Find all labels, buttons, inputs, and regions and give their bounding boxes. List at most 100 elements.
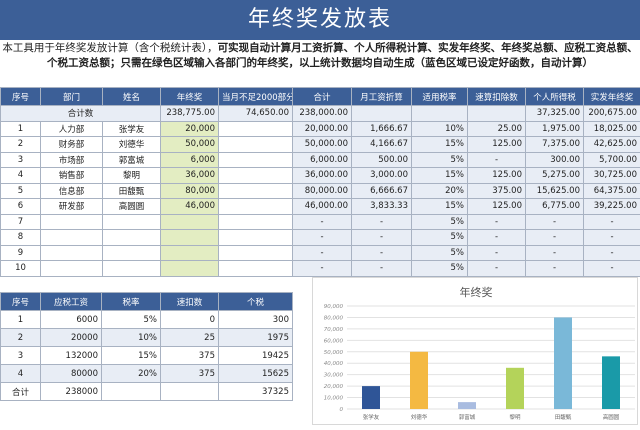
total-shortfall: 74,650.00 bbox=[219, 106, 293, 122]
table-cell bbox=[103, 245, 161, 261]
empty-cell bbox=[102, 383, 161, 401]
table-cell: 125.00 bbox=[468, 199, 526, 215]
empty-cell bbox=[161, 383, 219, 401]
table-cell: 1,975.00 bbox=[526, 121, 584, 137]
table-cell: 375 bbox=[161, 365, 219, 383]
table-cell: 研发部 bbox=[41, 199, 103, 215]
table-cell: 张学友 bbox=[103, 121, 161, 137]
table-cell bbox=[219, 199, 293, 215]
table-cell bbox=[219, 168, 293, 184]
table-cell: - bbox=[584, 261, 640, 277]
table-cell bbox=[103, 214, 161, 230]
page-title: 年终奖发放表 bbox=[0, 0, 640, 40]
table-cell bbox=[103, 261, 161, 277]
table-cell: 18,025.00 bbox=[584, 121, 640, 137]
table-cell: 8 bbox=[1, 230, 41, 246]
table-cell: 3 bbox=[1, 347, 41, 365]
bonus-input[interactable]: 50,000 bbox=[161, 137, 219, 153]
table-cell: 300.00 bbox=[526, 152, 584, 168]
x-tick-label: 刘德华 bbox=[411, 413, 428, 421]
y-tick-label: 40,000 bbox=[324, 361, 344, 367]
total-label: 合计数 bbox=[1, 106, 161, 122]
table-row: 10--5%--- bbox=[1, 261, 640, 277]
bonus-input[interactable]: 20,000 bbox=[161, 121, 219, 137]
bar bbox=[506, 368, 524, 409]
total-cell: 合计 bbox=[1, 383, 41, 401]
table-cell: 64,375.00 bbox=[584, 183, 640, 199]
table-cell: 刘德华 bbox=[103, 137, 161, 153]
bonus-input[interactable]: 46,000 bbox=[161, 199, 219, 215]
table-cell: 25 bbox=[161, 329, 219, 347]
table-cell: 1 bbox=[1, 311, 41, 329]
table-cell: 市场部 bbox=[41, 152, 103, 168]
table-cell: 125.00 bbox=[468, 137, 526, 153]
table-cell bbox=[219, 137, 293, 153]
bar bbox=[410, 352, 428, 409]
table-cell: 6000 bbox=[41, 311, 102, 329]
table-cell: 6,775.00 bbox=[526, 199, 584, 215]
column-header: 月工资折算 bbox=[352, 88, 412, 106]
bonus-input[interactable] bbox=[161, 261, 219, 277]
table-cell: - bbox=[352, 261, 412, 277]
table-cell: 5% bbox=[412, 214, 468, 230]
empty-cell bbox=[352, 106, 412, 122]
table-cell: - bbox=[352, 214, 412, 230]
table-cell: 25.00 bbox=[468, 121, 526, 137]
table-cell: 郭富城 bbox=[103, 152, 161, 168]
table-cell: - bbox=[352, 245, 412, 261]
total-sum: 238,000.00 bbox=[293, 106, 352, 122]
y-tick-label: 90,000 bbox=[324, 304, 344, 310]
total-cell: 238000 bbox=[41, 383, 102, 401]
y-tick-label: 10,000 bbox=[324, 396, 344, 402]
table-cell bbox=[219, 230, 293, 246]
bonus-input[interactable] bbox=[161, 230, 219, 246]
bonus-input[interactable] bbox=[161, 214, 219, 230]
description-normal: 本工具用于年终奖发放计算（含个税统计表）， bbox=[2, 42, 217, 54]
table-cell: 财务部 bbox=[41, 137, 103, 153]
table-cell: 5% bbox=[412, 261, 468, 277]
table-cell bbox=[41, 230, 103, 246]
table-cell: 500.00 bbox=[352, 152, 412, 168]
table-cell: - bbox=[352, 230, 412, 246]
table-cell bbox=[41, 214, 103, 230]
bonus-input[interactable]: 36,000 bbox=[161, 168, 219, 184]
chart-svg: 年终奖010,00020,00030,00040,00050,00060,000… bbox=[313, 278, 639, 426]
column-header: 年终奖 bbox=[161, 88, 219, 106]
table-cell bbox=[219, 152, 293, 168]
table-cell: 2 bbox=[1, 137, 41, 153]
bar bbox=[602, 356, 620, 409]
bonus-input[interactable] bbox=[161, 245, 219, 261]
table-cell: 20% bbox=[102, 365, 161, 383]
table-cell: 6,000.00 bbox=[293, 152, 352, 168]
table-cell: 20,000.00 bbox=[293, 121, 352, 137]
table-cell: - bbox=[584, 214, 640, 230]
table-cell: 1 bbox=[1, 121, 41, 137]
table-cell: - bbox=[293, 214, 352, 230]
bonus-input[interactable]: 6,000 bbox=[161, 152, 219, 168]
table-row: 7--5%--- bbox=[1, 214, 640, 230]
column-header: 速扣数 bbox=[161, 293, 219, 311]
table-cell bbox=[41, 261, 103, 277]
table-cell: 15% bbox=[102, 347, 161, 365]
y-tick-label: 60,000 bbox=[324, 338, 344, 344]
table-cell: 人力部 bbox=[41, 121, 103, 137]
table-cell: 125.00 bbox=[468, 168, 526, 184]
column-header: 个税 bbox=[219, 293, 293, 311]
table-cell bbox=[103, 230, 161, 246]
table-cell: 1975 bbox=[219, 329, 293, 347]
column-header: 税率 bbox=[102, 293, 161, 311]
empty-cell bbox=[412, 106, 468, 122]
table-cell: - bbox=[526, 230, 584, 246]
table-cell: 9 bbox=[1, 245, 41, 261]
table-cell: - bbox=[468, 245, 526, 261]
table-cell bbox=[219, 245, 293, 261]
table-cell: - bbox=[526, 245, 584, 261]
table-cell: 4,166.67 bbox=[352, 137, 412, 153]
bonus-input[interactable]: 80,000 bbox=[161, 183, 219, 199]
table-cell: 20% bbox=[412, 183, 468, 199]
table-cell: 0 bbox=[161, 311, 219, 329]
